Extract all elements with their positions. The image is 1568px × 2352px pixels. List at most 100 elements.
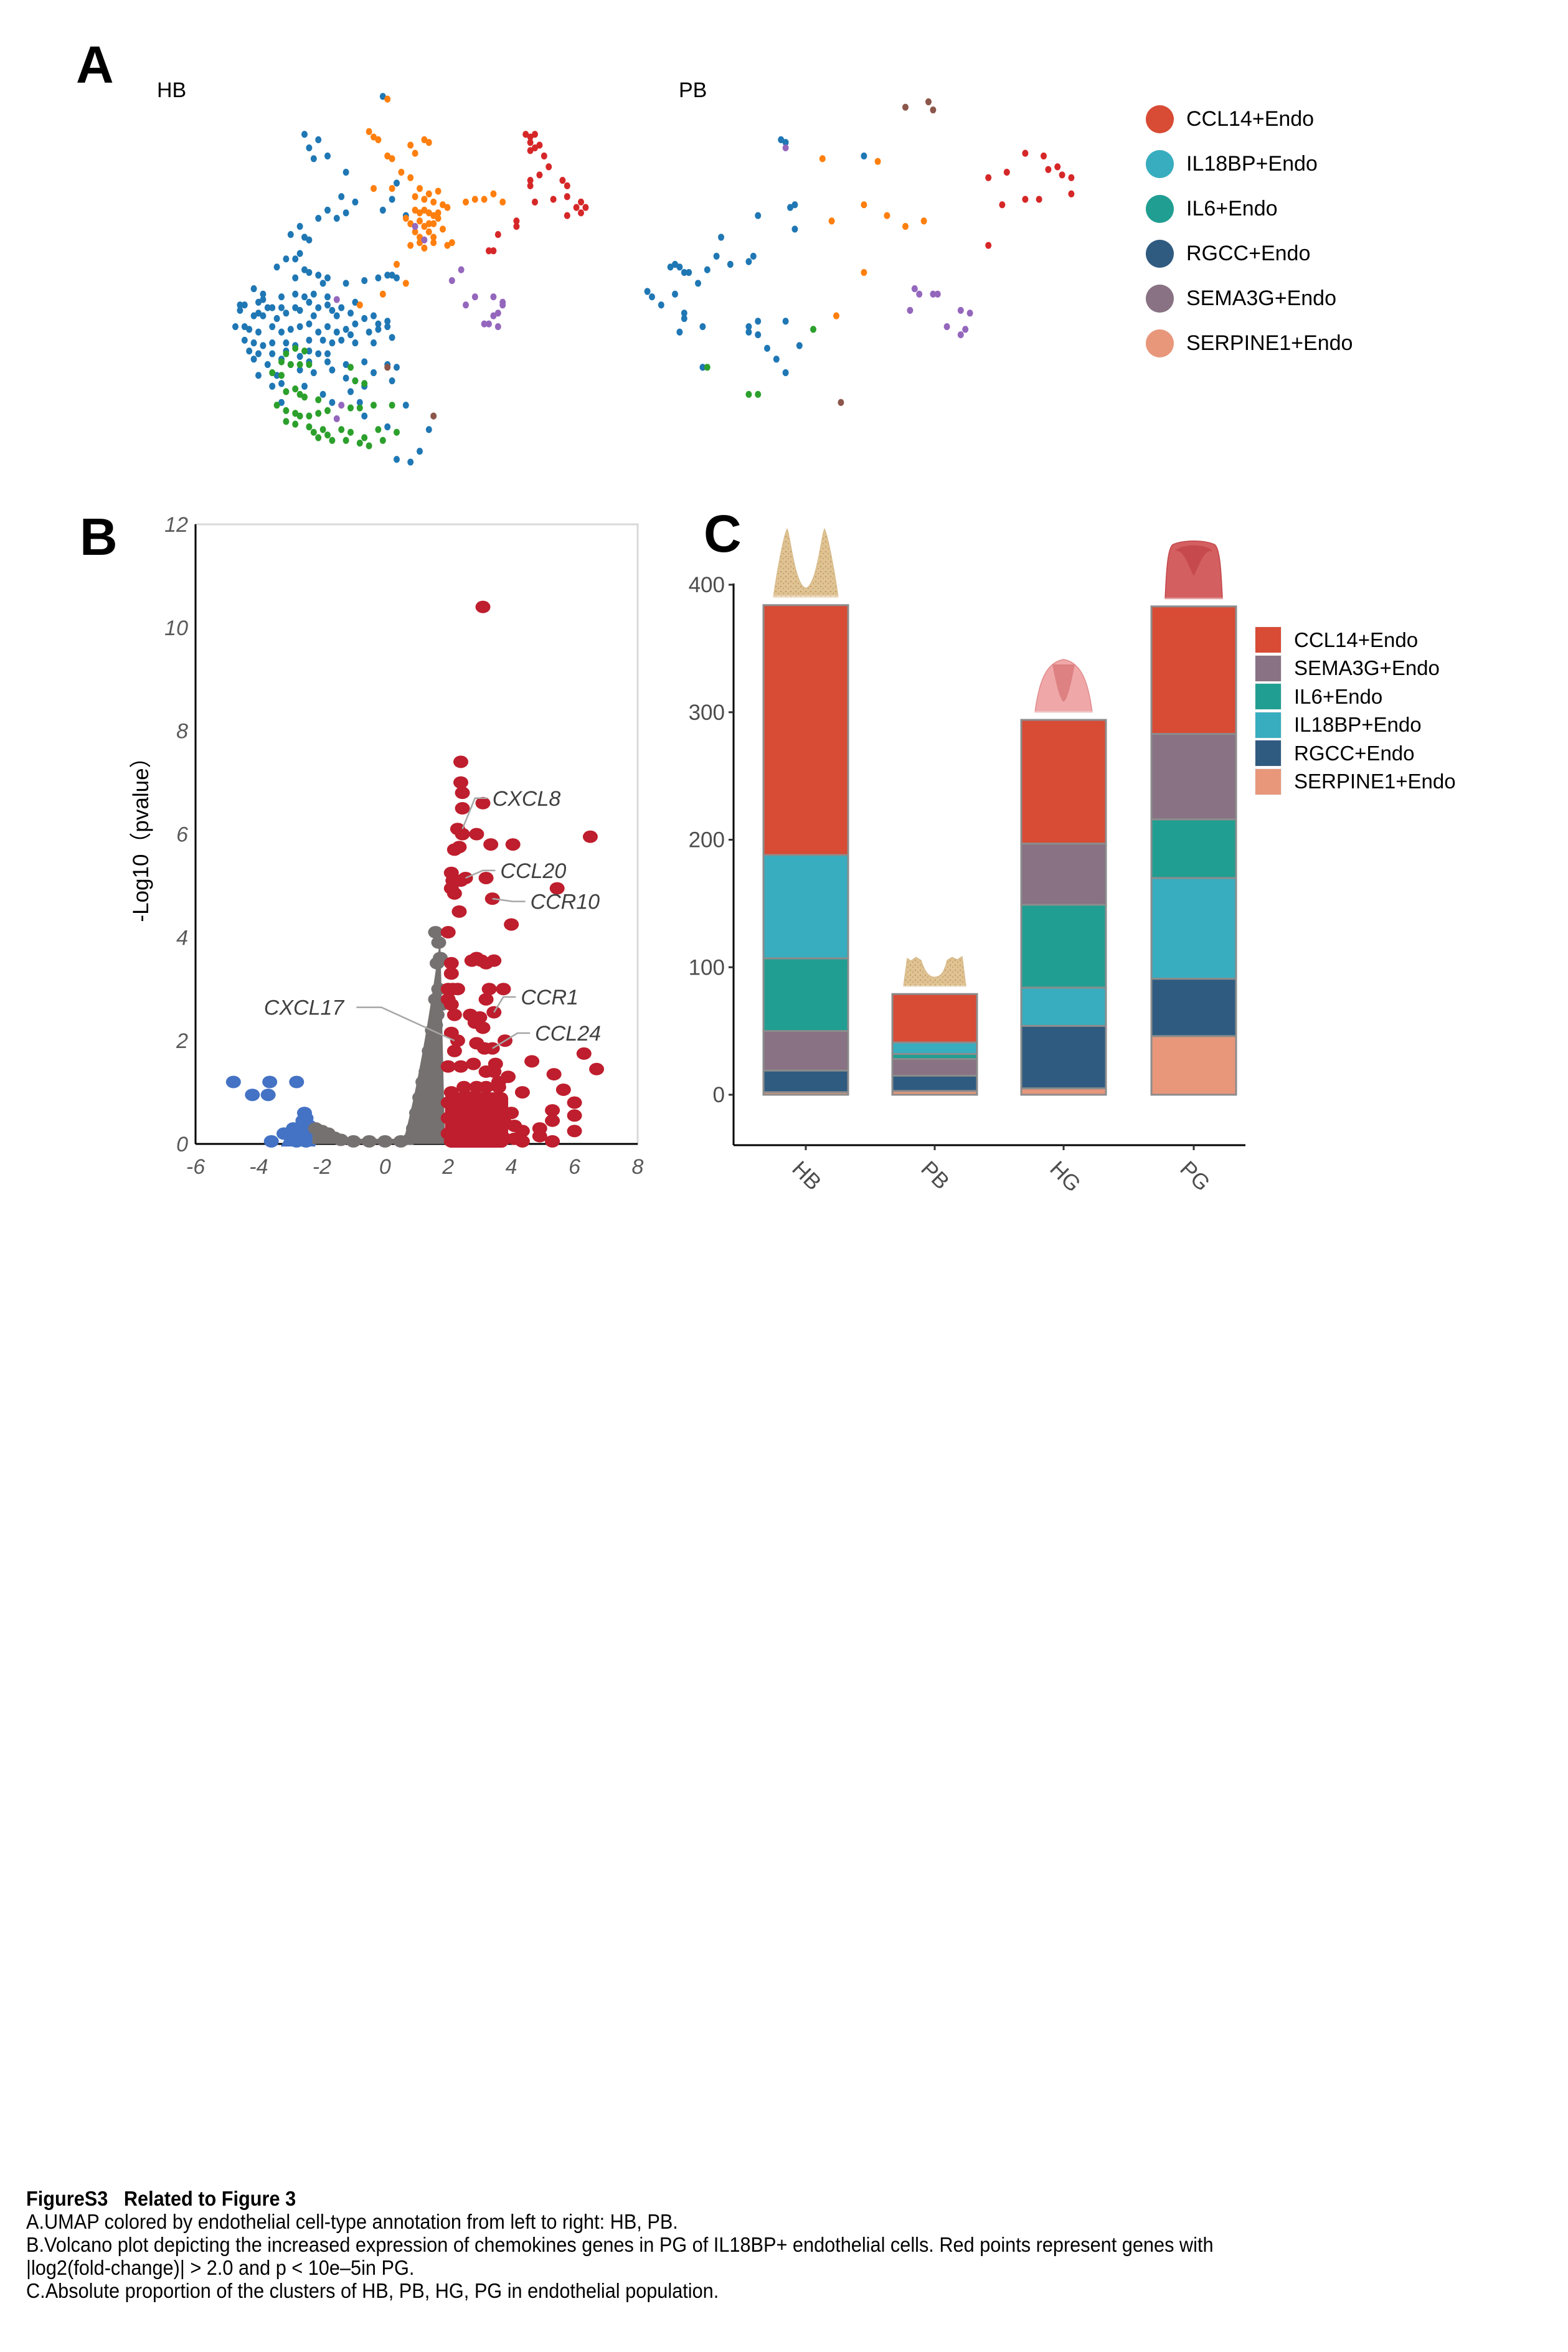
umap-point-red <box>522 131 529 138</box>
umap-point-blue <box>352 339 359 347</box>
umap-point-blue <box>755 331 762 339</box>
y-tick-label: 0 <box>176 1133 188 1156</box>
umap-point-purple <box>333 296 340 303</box>
umap-point-blue <box>301 266 308 273</box>
volcano-point-up <box>478 871 494 884</box>
volcano-point-up <box>451 841 467 854</box>
umap-point-blue <box>389 334 395 341</box>
umap-point-blue <box>315 328 322 336</box>
umap-point-blue <box>356 399 363 406</box>
bar-segment-hg-ccl14 <box>1020 719 1107 845</box>
umap-point-blue <box>727 260 734 268</box>
umap-point-red <box>1003 169 1010 176</box>
volcano-point-up <box>440 926 456 939</box>
legend-label: IL18BP+Endo <box>1186 151 1318 176</box>
legend-dot-icon <box>1146 284 1174 313</box>
volcano-point-up <box>455 828 470 841</box>
umap-point-purple <box>463 301 469 309</box>
legend-dot-icon <box>1146 239 1174 268</box>
umap-point-green <box>306 412 313 420</box>
umap-point-blue <box>704 266 711 273</box>
umap-point-blue <box>352 198 359 206</box>
umap-point-blue <box>306 320 313 328</box>
umap-point-blue <box>296 352 303 360</box>
umap-point-orange <box>435 187 442 195</box>
legend-swatch-icon <box>1255 740 1282 767</box>
volcano-point-up <box>475 796 491 810</box>
umap-point-blue <box>301 234 308 241</box>
umap-point-blue <box>324 152 331 160</box>
umap-point-blue <box>255 309 262 317</box>
umap-point-green <box>292 344 299 352</box>
umap-point-blue <box>394 364 400 371</box>
umap-point-blue <box>389 196 395 203</box>
volcano-point-up <box>446 887 462 900</box>
umap-point-blue <box>394 179 400 187</box>
volcano-point-up <box>546 1068 562 1081</box>
umap-point-blue <box>745 323 752 331</box>
umap-point-blue <box>384 323 391 331</box>
umap-point-blue <box>264 361 271 369</box>
umap-point-orange <box>430 212 437 219</box>
umap-point-blue <box>292 274 299 281</box>
umap-point-blue <box>301 293 308 301</box>
volcano-point-up <box>478 993 494 1006</box>
volcano-point-up <box>504 918 519 931</box>
umap-point-blue <box>315 136 322 143</box>
umap-legend-item: IL18BP+Endo <box>1146 141 1353 186</box>
legend-swatch-icon <box>1255 626 1282 654</box>
umap-point-red <box>1022 196 1029 203</box>
umap-point-blue <box>389 377 395 385</box>
umap-point-blue <box>260 312 267 319</box>
umap-point-blue <box>278 399 285 406</box>
umap-point-blue <box>861 152 867 160</box>
volcano-point-up <box>450 983 465 996</box>
volcano-point-down <box>260 1089 276 1102</box>
volcano-point-up <box>453 1060 468 1073</box>
legend-label: RGCC+Endo <box>1294 741 1415 765</box>
umap-point-blue <box>342 209 349 217</box>
legend-swatch-icon <box>1255 768 1282 795</box>
umap-point-blue <box>255 328 262 336</box>
volcano-point-up <box>443 967 459 980</box>
bar-segment-pg-il18bp <box>1150 877 1237 980</box>
bar-segment-hb-il6 <box>762 957 849 1032</box>
y-tick-label: 300 <box>689 701 725 725</box>
umap-point-orange <box>471 196 478 203</box>
umap-point-green <box>278 358 285 366</box>
bar-legend: CCL14+Endo SEMA3G+Endo IL6+Endo IL18BP+E… <box>1255 626 1456 796</box>
volcano-plot: 0 2 4 6 8 10 12 -6 -4 -2 0 2 4 6 8 CXCL8 CCL20 CCR10 CCR1… <box>129 513 644 1196</box>
umap-point-blue <box>394 456 400 463</box>
umap-point-purple <box>957 306 964 314</box>
y-tick-label: 2 <box>176 1029 188 1053</box>
umap-point-blue <box>718 234 724 241</box>
volcano-point-up <box>453 776 468 789</box>
bar-legend-item: SERPINE1+Endo <box>1255 768 1456 796</box>
umap-point-orange <box>430 198 437 206</box>
umap-point-orange <box>421 244 428 252</box>
legend-swatch-icon <box>1255 654 1282 682</box>
umap-point-red <box>564 212 570 219</box>
umap-point-blue <box>269 382 276 390</box>
volcano-point-up <box>501 1070 516 1084</box>
umap-point-orange <box>920 217 927 225</box>
umap-point-blue <box>273 372 280 379</box>
x-tick-label: -6 <box>186 1155 205 1179</box>
umap-point-blue <box>324 293 331 301</box>
umap-point-blue <box>338 336 345 344</box>
umap-point-green <box>287 361 294 369</box>
umap-point-purple <box>448 277 455 285</box>
x-tick-label: -2 <box>313 1155 331 1179</box>
umap-point-purple <box>499 301 506 309</box>
umap-point-red <box>527 133 534 141</box>
legend-label: CCL14+Endo <box>1186 106 1315 131</box>
umap-point-brown <box>902 103 909 111</box>
umap-point-blue <box>306 298 313 306</box>
periodontitis-gingiva-icon <box>1163 541 1225 600</box>
caption-line: B.Volcano plot depicting the increased e… <box>26 2233 1214 2256</box>
volcano-point-up <box>478 1080 494 1093</box>
annotation-leader-line <box>493 996 516 1013</box>
umap-point-blue <box>375 326 382 333</box>
umap-point-blue <box>755 318 762 325</box>
volcano-point-down <box>289 1075 305 1089</box>
